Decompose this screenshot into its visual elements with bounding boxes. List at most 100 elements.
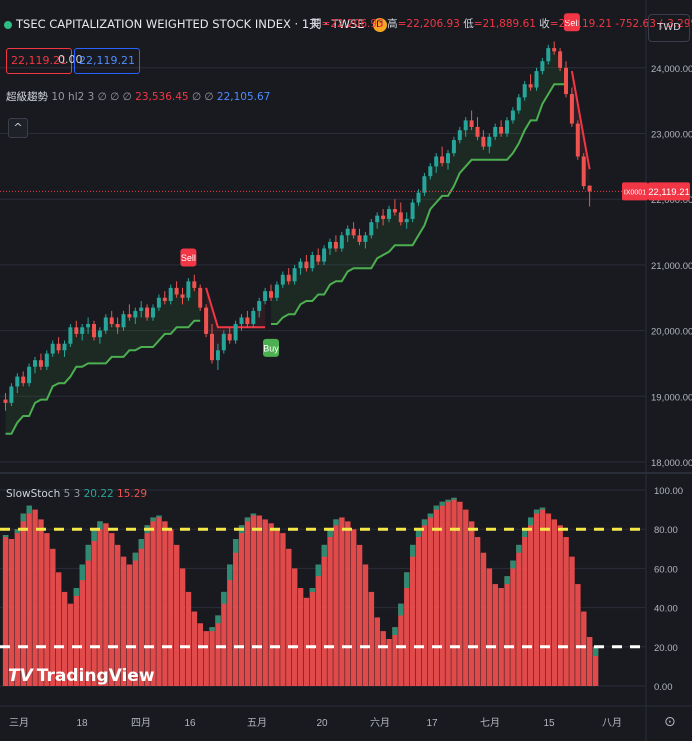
buy-signal: Buy — [263, 338, 279, 357]
candle — [345, 225, 350, 242]
candle-body — [357, 235, 362, 242]
osc-k-bar — [575, 584, 581, 686]
candle-body — [121, 314, 126, 328]
candle — [103, 314, 108, 334]
candle — [434, 153, 439, 173]
osc-k-over-d — [392, 627, 398, 636]
osc-k-bar — [362, 564, 369, 686]
oscillator-d-value: 15.29 — [117, 488, 148, 500]
candle-body — [463, 120, 468, 131]
osc-k-bar — [433, 505, 439, 686]
candle-body — [487, 136, 492, 147]
candle-body — [127, 314, 132, 318]
tradingview-logo[interactable]: TV TradingView — [8, 666, 155, 686]
osc-tick: 80.00 — [654, 525, 678, 536]
candle-body — [298, 261, 303, 269]
candle — [215, 343, 220, 371]
sell-signal-2-box — [563, 13, 580, 32]
osc-k-bar — [244, 517, 251, 686]
osc-k-bar — [144, 525, 150, 686]
candle-body — [56, 343, 61, 351]
candle — [192, 274, 197, 292]
osc-k-over-d — [398, 603, 404, 616]
sell-price-button[interactable]: 22,119.21 — [6, 48, 72, 74]
osc-k-bar — [91, 529, 97, 686]
osc-k-bar — [286, 548, 292, 686]
osc-k-bar — [150, 517, 156, 686]
osc-k-bar — [50, 548, 56, 686]
osc-k-bar — [309, 588, 316, 686]
candle-body — [68, 327, 73, 344]
candle-body — [3, 399, 8, 403]
osc-k-bar — [421, 519, 428, 686]
price-tick: 18,000.00 — [651, 458, 692, 469]
candle-body — [168, 287, 173, 302]
osc-k-bar — [132, 552, 139, 686]
supertrend-fill — [5, 49, 590, 434]
high-value: =22,206.93 — [397, 18, 460, 30]
candle-body — [233, 324, 238, 341]
osc-k-bar — [374, 617, 380, 686]
osc-k-bar — [451, 497, 457, 686]
candle — [558, 48, 563, 72]
candle — [310, 251, 315, 272]
candle-body — [62, 343, 67, 351]
osc-k-bar — [333, 519, 339, 686]
osc-k-bar — [398, 603, 404, 686]
candle-body — [139, 307, 144, 311]
osc-k-bar — [115, 544, 121, 686]
supertrend-legend[interactable]: 超級趨勢 10 hl2 3 ∅ ∅ ∅ 23,536.45 ∅ ∅ 22,105… — [6, 89, 270, 104]
candle-body — [404, 218, 409, 223]
candle — [404, 212, 409, 229]
candle-body — [328, 241, 332, 249]
osc-k-over-d — [439, 501, 445, 506]
osc-k-bar — [351, 529, 357, 686]
osc-k-over-d — [321, 544, 327, 557]
oscillator-legend[interactable]: SlowStoch 5 3 20.22 15.29 — [6, 488, 147, 500]
candle-body — [227, 333, 232, 341]
price-tick: 22,000.00 — [651, 195, 692, 206]
osc-k-over-d — [433, 505, 439, 510]
osc-k-over-d — [150, 517, 156, 522]
supertrend-up-line — [271, 83, 566, 325]
osc-k-bar — [61, 591, 68, 686]
osc-k-over-d — [244, 517, 251, 522]
price-tag-label: IX0001 — [624, 189, 646, 196]
buy-price-button[interactable]: 22,119.21 — [74, 48, 140, 74]
symbol-title[interactable]: TSEC CAPITALIZATION WEIGHTED STOCK INDEX… — [4, 16, 391, 32]
osc-k-over-d — [315, 564, 321, 577]
osc-k-over-d — [327, 529, 333, 538]
candle-body — [540, 61, 545, 72]
candle-body — [422, 176, 427, 193]
candle — [180, 287, 185, 305]
osc-k-bar — [227, 564, 233, 686]
indicator-empty-values: ∅ ∅ ∅ — [97, 91, 132, 103]
candle-body — [392, 209, 397, 213]
timezone-settings-icon[interactable]: ⊙ — [664, 714, 676, 730]
price-tick: 21,000.00 — [651, 261, 692, 272]
candle — [21, 371, 26, 387]
candle — [339, 232, 344, 252]
candle — [227, 327, 232, 344]
currency-selector[interactable]: TWD — [648, 14, 690, 42]
candle — [422, 172, 427, 196]
osc-k-bar — [85, 544, 91, 686]
osc-k-bar — [339, 517, 345, 686]
candle — [581, 153, 586, 190]
ohlc-readout: 開=22,206.93 高=22,206.93 低=21,889.61 收=22… — [311, 16, 692, 31]
osc-k-over-d — [451, 497, 457, 500]
candle — [86, 317, 91, 334]
candle-body — [587, 185, 592, 192]
candle-body — [44, 353, 49, 367]
data-badge[interactable]: D — [372, 17, 387, 32]
candle — [522, 80, 527, 101]
candle — [139, 301, 144, 318]
osc-k-bar — [504, 576, 510, 686]
buy-signal-box — [263, 338, 279, 357]
osc-k-bar — [138, 539, 144, 686]
osc-k-bar — [120, 556, 127, 686]
collapse-legend-button[interactable]: ^ — [8, 118, 28, 138]
osc-k-over-d — [215, 615, 221, 624]
osc-k-over-d — [138, 539, 144, 549]
